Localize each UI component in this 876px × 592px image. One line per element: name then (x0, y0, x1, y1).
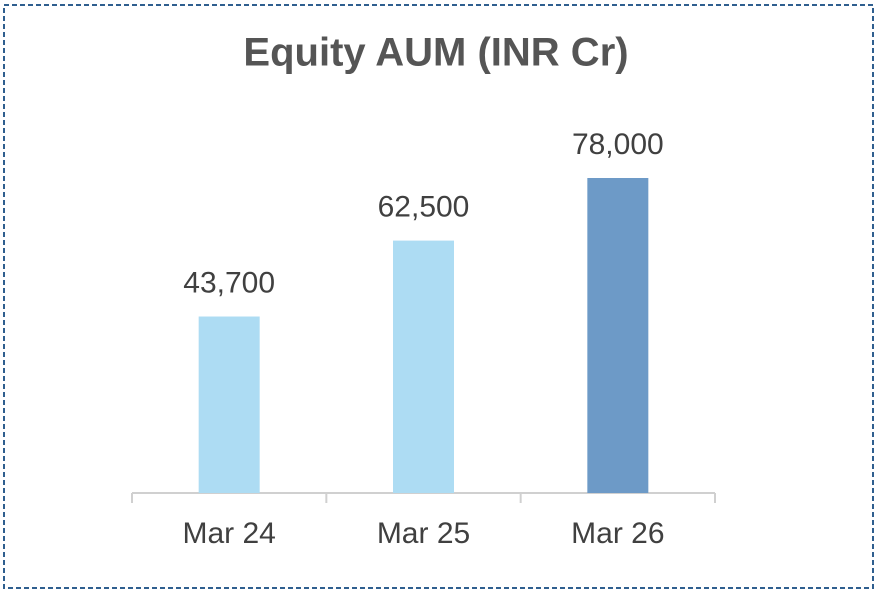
data-label: 62,500 (378, 191, 470, 224)
x-tick-label: Mar 26 (571, 517, 664, 550)
chart-title: Equity AUM (INR Cr) (243, 31, 628, 75)
bar (198, 316, 260, 493)
x-tick-label: Mar 24 (182, 517, 275, 550)
bar (587, 178, 649, 493)
data-label: 43,700 (183, 266, 275, 299)
data-label: 78,000 (572, 128, 664, 161)
bar (393, 240, 454, 493)
x-tick-label: Mar 25 (377, 517, 470, 550)
